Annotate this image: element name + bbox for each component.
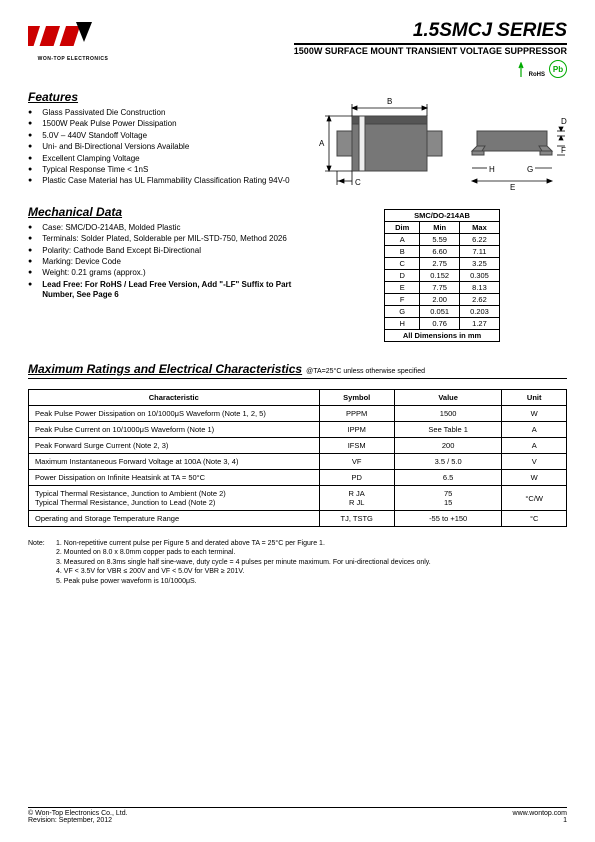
dim-caption: SMC/DO-214AB [385, 210, 500, 222]
note-item: 4. VF < 3.5V for VBR ≤ 200V and VF < 5.0… [56, 568, 244, 575]
footer-rule [28, 807, 567, 808]
note-item: 3. Measured on 8.3ms single half sine-wa… [56, 559, 431, 566]
dim-header: Min [420, 222, 460, 234]
dim-header: Dim [385, 222, 420, 234]
dim-label-h: H [489, 165, 495, 174]
list-item: Uni- and Bi-Directional Versions Availab… [28, 142, 305, 152]
dim-footer: All Dimensions in mm [385, 330, 500, 342]
dim-label-d: D [561, 117, 567, 126]
series-subtitle: 1500W SURFACE MOUNT TRANSIENT VOLTAGE SU… [294, 46, 567, 56]
rohs-badge-icon: RoHS [513, 60, 545, 78]
dim-header: Max [460, 222, 500, 234]
footer-url: www.wontop.com [513, 810, 567, 817]
table-row: Maximum Instantaneous Forward Voltage at… [29, 454, 567, 470]
list-item: 5.0V – 440V Standoff Voltage [28, 131, 305, 141]
pb-free-badge-icon: Pb [549, 60, 567, 78]
note-item: 2. Mounted on 8.0 x 8.0mm copper pads to… [56, 549, 235, 556]
list-item: Lead Free: For RoHS / Lead Free Version,… [28, 280, 305, 301]
page-footer: © Won-Top Electronics Co., Ltd. Revision… [28, 807, 567, 824]
dim-label-b: B [387, 97, 392, 106]
list-item: Terminals: Solder Plated, Solderable per… [28, 234, 305, 244]
list-item: 1500W Peak Pulse Power Dissipation [28, 119, 305, 129]
list-item: Excellent Clamping Voltage [28, 154, 305, 164]
footer-page: 1 [513, 817, 567, 824]
mechanical-heading: Mechanical Data [28, 205, 305, 219]
dimensions-table: SMC/DO-214AB Dim Min Max A5.596.22 B6.60… [384, 209, 500, 342]
notes-label: Note: [28, 539, 56, 548]
features-section: Features Glass Passivated Die Constructi… [28, 90, 305, 187]
dim-label-f: F [561, 146, 566, 155]
table-row: Typical Thermal Resistance, Junction to … [29, 486, 567, 511]
features-heading: Features [28, 90, 305, 104]
list-item: Glass Passivated Die Construction [28, 108, 305, 118]
characteristics-table: Characteristic Symbol Value Unit Peak Pu… [28, 389, 567, 527]
mechanical-section: Mechanical Data Case: SMC/DO-214AB, Mold… [28, 205, 305, 301]
ratings-section: Maximum Ratings and Electrical Character… [28, 362, 567, 527]
package-outline-diagram: B A C [317, 86, 567, 201]
footer-copyright: © Won-Top Electronics Co., Ltd. [28, 810, 128, 817]
features-list: Glass Passivated Die Construction 1500W … [28, 108, 305, 187]
mechanical-list: Case: SMC/DO-214AB, Molded Plastic Termi… [28, 223, 305, 301]
notes-section: Note:1. Non-repetitive current pulse per… [28, 539, 567, 586]
company-name: WON-TOP ELECTRONICS [28, 56, 118, 62]
dim-label-c: C [355, 178, 361, 187]
dim-label-a: A [319, 139, 325, 148]
page-header: WON-TOP ELECTRONICS 1.5SMCJ SERIES 1500W… [28, 20, 567, 78]
logo-block: WON-TOP ELECTRONICS [28, 20, 118, 62]
title-block: 1.5SMCJ SERIES 1500W SURFACE MOUNT TRANS… [294, 20, 567, 78]
table-row: Power Dissipation on Infinite Heatsink a… [29, 470, 567, 486]
table-row: Peak Pulse Current on 10/1000μS Waveform… [29, 422, 567, 438]
compliance-badges: RoHS Pb [294, 60, 567, 78]
list-item: Marking: Device Code [28, 257, 305, 267]
table-row: Peak Pulse Power Dissipation on 10/1000μ… [29, 406, 567, 422]
table-row: Peak Forward Surge Current (Note 2, 3)IF… [29, 438, 567, 454]
company-logo-icon [28, 20, 98, 52]
list-item: Weight: 0.21 grams (approx.) [28, 268, 305, 278]
dim-label-e: E [510, 183, 515, 192]
list-item: Plastic Case Material has UL Flammabilit… [28, 176, 305, 186]
footer-revision: Revision: September, 2012 [28, 817, 128, 824]
list-item: Polarity: Cathode Band Except Bi-Directi… [28, 246, 305, 256]
note-item: 1. Non-repetitive current pulse per Figu… [56, 540, 325, 547]
series-title: 1.5SMCJ SERIES [294, 20, 567, 42]
note-item: 5. Peak pulse power waveform is 10/1000μ… [56, 578, 197, 585]
table-row: Operating and Storage Temperature RangeT… [29, 511, 567, 527]
title-rule [294, 43, 567, 45]
list-item: Case: SMC/DO-214AB, Molded Plastic [28, 223, 305, 233]
ratings-heading: Maximum Ratings and Electrical Character… [28, 362, 302, 376]
ratings-condition: @TA=25°C unless otherwise specified [306, 368, 425, 375]
dim-label-g: G [527, 165, 533, 174]
list-item: Typical Response Time < 1nS [28, 165, 305, 175]
